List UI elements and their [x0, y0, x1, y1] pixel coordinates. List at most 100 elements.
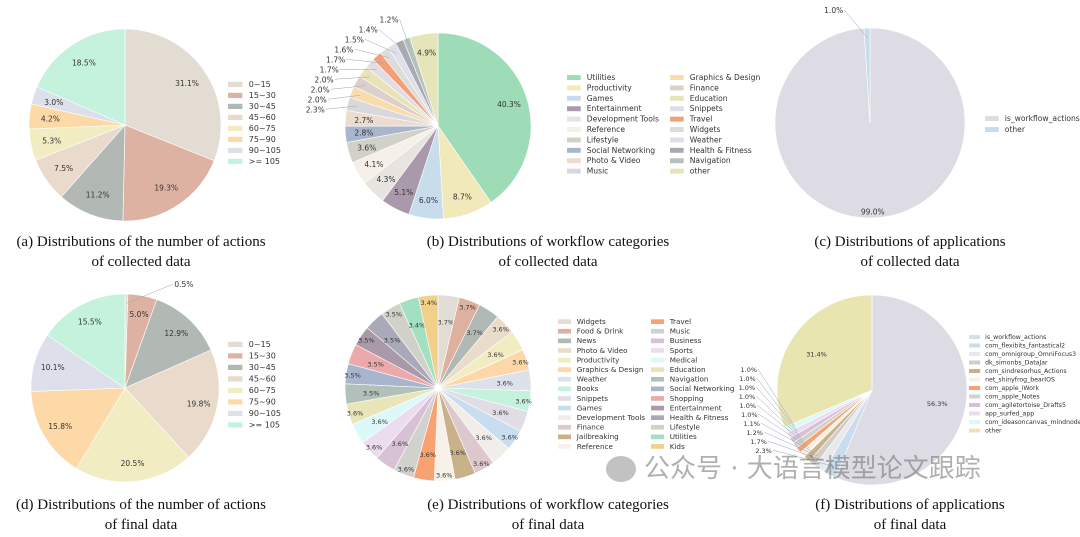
legend-label: Snippets: [577, 394, 608, 403]
legend-swatch: [651, 338, 664, 344]
legend-swatch: [969, 419, 981, 424]
legend-swatch: [558, 444, 571, 449]
legend-item: 75~90: [228, 135, 276, 144]
legend-item: 90~105: [228, 409, 281, 418]
legend-swatch: [670, 116, 684, 122]
caption-b-line1: (b) Distributions of workflow categories: [426, 234, 670, 250]
pie-chart-b: 40.3% 8.7% 6.0% 5.1% 4.3% 4.1% 3.6% 2.8% 2.7% 4.9…: [306, 15, 532, 220]
legend-label: Health & Fitness: [670, 413, 729, 422]
legend-item: Photo & Video: [567, 156, 641, 165]
legend-label: Snippets: [690, 104, 723, 113]
legend-label: Weather: [577, 375, 607, 384]
legend-swatch: [228, 114, 243, 120]
legend-item: is_workflow_actions: [985, 114, 1080, 123]
data-label: 3.6%: [357, 143, 376, 152]
legend-swatch: [969, 394, 981, 399]
caption-e: (e) Distributions of workflow categories…: [398, 495, 698, 535]
caption-d: (d) Distributions of the number of actio…: [0, 495, 282, 535]
data-label: 3.0%: [44, 98, 63, 107]
pie-slice: [122, 124, 215, 222]
data-label: 3.6%: [392, 440, 409, 448]
legend-swatch: [228, 410, 243, 416]
legend-item: 0~15: [228, 80, 271, 89]
legend-label: Music: [670, 327, 690, 336]
leader-line: [346, 59, 383, 64]
legend-swatch: [558, 405, 571, 411]
data-label: 3.5%: [344, 372, 361, 380]
legend-item: Snippets: [670, 104, 723, 113]
data-label: 11.2%: [86, 191, 110, 200]
legend-label: Kids: [670, 442, 685, 451]
legend-label: 75~90: [249, 135, 276, 144]
data-label: 1.2%: [746, 429, 763, 437]
legend-item: Navigation: [670, 156, 731, 165]
data-label: 99.0%: [861, 207, 885, 216]
data-label: 3.6%: [436, 471, 453, 479]
legend-item: Sports: [651, 346, 693, 355]
legend-item: Books: [558, 384, 599, 393]
legend-swatch: [228, 136, 243, 142]
legend-item: Utilities: [651, 432, 697, 441]
legend-swatch: [228, 92, 243, 98]
legend-label: com_agiletortoise_Drafts5: [985, 402, 1066, 409]
legend-item: Lifestyle: [567, 135, 619, 144]
data-label: 1.5%: [345, 35, 364, 44]
legend-swatch: [969, 360, 981, 365]
legend-swatch: [651, 367, 664, 372]
pie-slice: [46, 293, 126, 389]
caption-c-line1: (c) Distributions of applications: [814, 234, 1006, 250]
legend-label: Graphics & Design: [690, 73, 761, 82]
legend-label: Travel: [689, 115, 713, 124]
legend-swatch: [969, 402, 981, 407]
data-label: 4.3%: [376, 175, 395, 184]
legend-item: Development Tools: [558, 413, 645, 422]
legend-swatch: [228, 158, 243, 164]
legend-label: is_workflow_actions: [985, 334, 1046, 341]
pie-chart-a: 31.1% 19.3% 11.2% 7.5% 5.3% 4.2% 3.0% 18.5%: [28, 28, 222, 222]
legend-item: Music: [567, 167, 608, 176]
data-label: 3.6%: [475, 434, 492, 442]
legend-swatch: [651, 434, 664, 440]
legend-item: com_flexibits_fantastical2: [969, 343, 1065, 350]
legend-item: Travel: [651, 317, 691, 326]
pie-slice: [60, 124, 126, 222]
legend-item: Kids: [651, 442, 685, 451]
legend-label: is_workflow_actions: [1005, 114, 1080, 123]
legend-item: Games: [558, 403, 602, 412]
legend-item: 60~75: [228, 124, 276, 133]
legend-label: com_apple_iWork: [985, 385, 1039, 392]
data-label: 3.4%: [421, 299, 438, 307]
legend-label: Medical: [670, 355, 698, 364]
leader-line: [755, 386, 800, 436]
caption-a-line2: of collected data: [91, 254, 191, 270]
data-label: 1.6%: [334, 45, 353, 54]
legend-label: News: [577, 336, 597, 345]
legend-swatch: [567, 116, 581, 122]
legend-swatch: [567, 168, 581, 174]
legend-swatch: [228, 103, 243, 109]
legend-item: Music: [651, 327, 690, 336]
legend-item: 0~15: [228, 340, 271, 349]
leader-line: [757, 368, 795, 427]
legend-swatch: [228, 81, 243, 87]
legend-label: com_sindresorhus_Actions: [985, 368, 1067, 375]
legend-swatch: [969, 334, 981, 339]
legend-label: Shopping: [670, 394, 704, 403]
legend-item: 60~75: [228, 386, 276, 395]
legend-item: News: [558, 336, 596, 345]
leader-line: [756, 404, 806, 445]
data-label: 3.7%: [459, 304, 476, 312]
legend-swatch: [969, 411, 981, 416]
legend-label: Navigation: [690, 156, 731, 165]
data-label: 2.7%: [354, 116, 373, 125]
data-label: 1.4%: [359, 25, 378, 34]
legend-label: Development Tools: [587, 115, 659, 124]
data-label: 1.0%: [741, 411, 758, 419]
legend-item: Finance: [670, 83, 719, 92]
leader-line: [844, 9, 868, 38]
legend-label: Photo & Video: [587, 156, 641, 165]
legend-swatch: [228, 125, 243, 131]
data-label: 0.5%: [174, 280, 193, 289]
data-label: 2.0%: [311, 85, 330, 94]
